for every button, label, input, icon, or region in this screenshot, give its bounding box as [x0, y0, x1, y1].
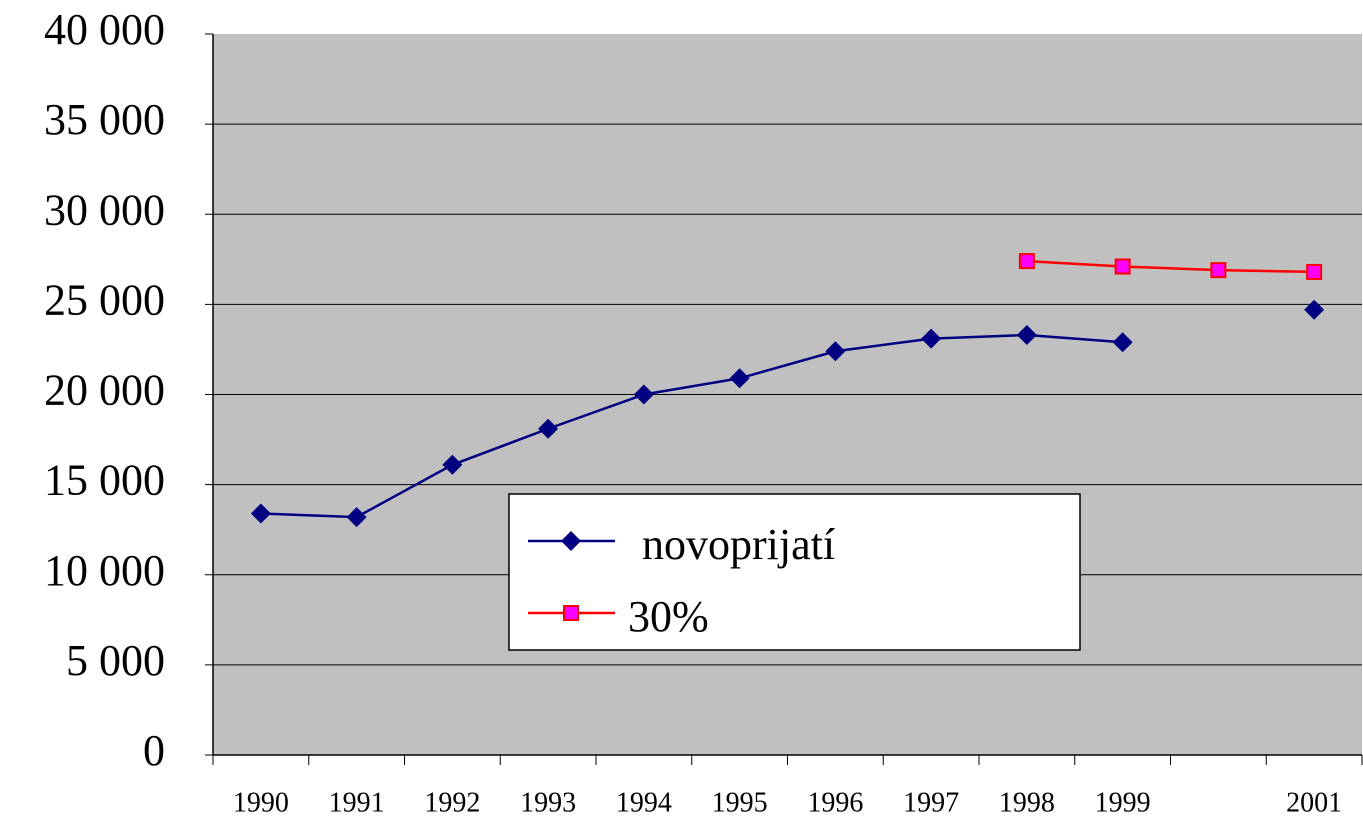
- data-point: [1210, 262, 1227, 279]
- legend-label: 30%: [628, 592, 709, 641]
- data-point: [250, 503, 271, 524]
- y-tick-label: 30 000: [44, 185, 165, 234]
- data-point: [1114, 258, 1131, 275]
- y-tick-label: 20 000: [44, 366, 165, 415]
- series-line: [1026, 259, 1315, 274]
- data-point: [442, 454, 463, 475]
- data-point: [1018, 253, 1035, 270]
- x-tick-label: 1995: [712, 787, 768, 818]
- y-tick-label: 40 000: [44, 5, 165, 54]
- data-point: [538, 418, 559, 439]
- y-tick-label: 10 000: [44, 546, 165, 595]
- y-tick-label: 15 000: [44, 456, 165, 505]
- x-tick-label: 1993: [520, 787, 576, 818]
- y-tick-label: 5 000: [66, 636, 165, 685]
- x-tick-label: 1998: [999, 787, 1055, 818]
- x-tick-label: 2001: [1286, 787, 1342, 818]
- legend: [508, 493, 1081, 651]
- legend-marker: [563, 605, 579, 621]
- data-point: [729, 368, 750, 389]
- data-point: [1112, 332, 1133, 353]
- data-point: [346, 507, 367, 528]
- legend-label: novoprijatí: [642, 520, 835, 569]
- data-point: [1304, 299, 1325, 320]
- y-tick-label: 25 000: [44, 275, 165, 324]
- data-point: [921, 328, 942, 349]
- x-tick-label: 1996: [807, 787, 863, 818]
- x-tick-label: 1991: [329, 787, 385, 818]
- data-point: [1306, 263, 1323, 280]
- x-tick-label: 1992: [424, 787, 480, 818]
- data-point: [633, 384, 654, 405]
- x-tick-label: 1990: [233, 787, 289, 818]
- legend-marker: [561, 531, 581, 551]
- y-tick-label: 0: [143, 726, 165, 775]
- data-point: [825, 341, 846, 362]
- x-tick-label: 1994: [616, 787, 672, 818]
- x-tick-label: 1997: [903, 787, 959, 818]
- x-tick-label: 1999: [1095, 787, 1151, 818]
- y-tick-label: 35 000: [44, 95, 165, 144]
- data-point: [1016, 325, 1037, 346]
